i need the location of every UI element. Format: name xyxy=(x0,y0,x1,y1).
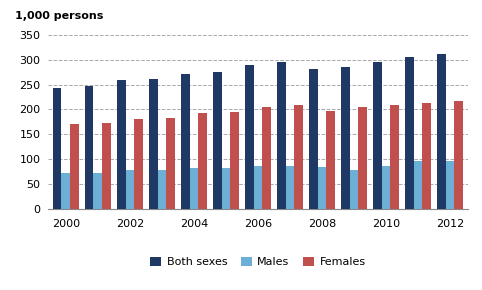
Bar xyxy=(390,105,399,209)
Bar xyxy=(102,123,111,209)
Bar xyxy=(149,79,158,209)
Bar xyxy=(62,173,70,209)
Bar xyxy=(94,173,102,209)
Bar xyxy=(213,72,222,209)
Bar xyxy=(85,86,94,209)
Bar xyxy=(446,161,454,209)
Bar xyxy=(53,88,62,209)
Bar xyxy=(230,112,239,209)
Bar xyxy=(158,170,166,209)
Bar xyxy=(70,124,79,209)
Bar xyxy=(262,107,271,209)
Bar xyxy=(326,111,335,209)
Bar xyxy=(117,80,125,209)
Bar xyxy=(125,170,134,209)
Legend: Both sexes, Males, Females: Both sexes, Males, Females xyxy=(146,253,370,272)
Bar xyxy=(181,74,189,209)
Text: 1,000 persons: 1,000 persons xyxy=(14,11,103,21)
Bar xyxy=(405,57,414,209)
Bar xyxy=(285,166,294,209)
Bar xyxy=(382,166,390,209)
Bar xyxy=(277,62,285,209)
Bar xyxy=(254,166,262,209)
Bar xyxy=(341,67,349,209)
Bar xyxy=(437,54,446,209)
Bar xyxy=(245,65,254,209)
Bar xyxy=(198,113,207,209)
Bar xyxy=(414,161,422,209)
Bar xyxy=(349,170,358,209)
Bar xyxy=(318,166,326,209)
Bar xyxy=(373,62,382,209)
Bar xyxy=(422,104,431,209)
Bar xyxy=(294,105,303,209)
Bar xyxy=(309,69,318,209)
Bar xyxy=(166,118,175,209)
Bar xyxy=(189,168,198,209)
Bar xyxy=(358,107,367,209)
Bar xyxy=(222,168,230,209)
Bar xyxy=(134,119,143,209)
Bar xyxy=(454,101,463,209)
